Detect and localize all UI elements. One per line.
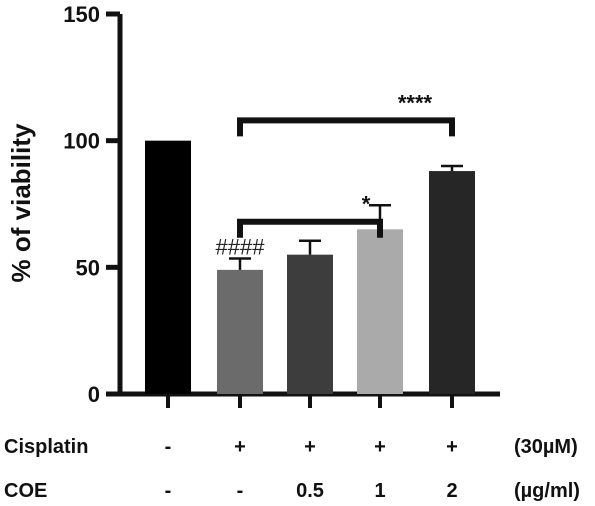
condition-value: + bbox=[446, 436, 458, 458]
condition-value: - bbox=[165, 480, 172, 502]
bar bbox=[287, 254, 333, 394]
condition-value: + bbox=[234, 436, 246, 458]
y-tick-label: 0 bbox=[88, 382, 100, 407]
condition-value: + bbox=[304, 436, 316, 458]
significance-label: * bbox=[362, 192, 371, 217]
condition-name: Cisplatin bbox=[4, 436, 88, 458]
condition-unit: (30µM) bbox=[514, 436, 578, 458]
bar bbox=[429, 171, 475, 394]
condition-value: 1 bbox=[374, 480, 385, 502]
bar bbox=[145, 140, 191, 394]
condition-name: COE bbox=[4, 480, 47, 502]
significance-bracket bbox=[237, 218, 383, 238]
significance-bracket bbox=[237, 117, 455, 137]
condition-unit: (µg/ml) bbox=[514, 480, 580, 502]
bar bbox=[217, 269, 263, 394]
y-tick-label: 50 bbox=[76, 255, 100, 280]
condition-value: 2 bbox=[446, 480, 457, 502]
significance-label: **** bbox=[398, 90, 433, 115]
condition-value: + bbox=[374, 436, 386, 458]
y-axis-label: % of viability bbox=[6, 123, 36, 282]
y-tick-label: 100 bbox=[63, 129, 100, 154]
bar bbox=[357, 229, 403, 394]
condition-value: - bbox=[165, 436, 172, 458]
y-tick-label: 150 bbox=[63, 2, 100, 27]
significance-hash: #### bbox=[216, 234, 266, 259]
condition-value: 0.5 bbox=[296, 480, 324, 502]
condition-value: - bbox=[237, 480, 244, 502]
condition-rows: Cisplatin - + + + + (30µM) COE - - 0.5 1 2 (µg/ml) bbox=[4, 436, 580, 502]
